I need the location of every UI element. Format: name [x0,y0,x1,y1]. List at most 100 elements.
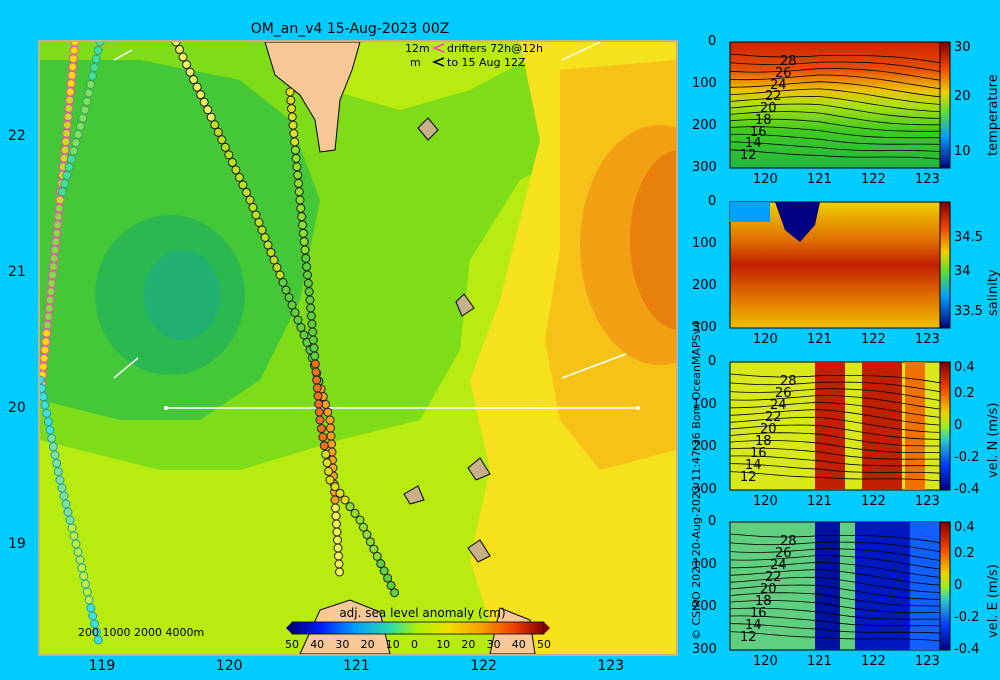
isotherm-contour [729,631,941,642]
drifter-point [390,588,400,598]
isotherm-contour [729,599,941,613]
map-x-tick: 119 [88,658,116,674]
panel-x-tick: 120 [753,494,778,509]
drifter-point [355,515,365,525]
colorbar-tick: 30 [335,638,350,651]
isotherm-contour [729,88,941,105]
drifter-legend-text-1: drifters 72h@12h [447,42,544,55]
drifter-point [78,113,88,123]
isotherm-contour [729,95,941,112]
contour-label: 20 [760,101,777,117]
drifter-point [42,408,52,418]
drifter-point [178,52,188,62]
drifter-point [171,42,181,47]
colorbar-tick: 50 [537,638,551,651]
drifter-point [43,417,53,427]
drifter-point [340,495,350,505]
isotherm-contour [729,133,941,145]
panel-x-tick: 122 [861,654,886,669]
drifter-point [203,105,213,115]
contour-label: 18 [755,434,772,449]
current-arrow [113,49,133,61]
drifter-point [40,400,50,410]
drifter-point [362,530,372,540]
panel-x-tick: 123 [915,494,940,509]
westward-jet-1 [815,522,840,650]
isotherm-contour [729,394,941,410]
map-x-tick: 121 [343,658,370,674]
drifter-point [231,165,241,175]
isotherm-contour [729,53,941,64]
drifter-point [40,383,47,393]
panel-cbar-tick: -0.2 [954,610,980,625]
drifter-point [251,210,261,220]
drifter-point [358,522,368,532]
contour-label: 26 [775,546,792,561]
contour-label: 20 [760,582,777,597]
map-y-tick: 21 [8,264,26,281]
colorbar-tick: 20 [461,638,476,651]
westward-jet-3 [910,522,940,650]
isotherm-contour [729,554,941,570]
isotherm-contour [729,416,941,433]
panel-cbar-tick: -0.4 [954,482,980,497]
drifter-point [372,551,382,561]
drifter-point [316,424,326,434]
velocity-east-panel [729,521,951,651]
isotherm-contour [729,409,941,426]
drifter-point [220,142,230,152]
drifter-point [257,225,267,235]
panel-x-tick: 123 [915,654,940,669]
map-y-tick: 22 [8,128,26,145]
contour-label: 14 [745,458,762,473]
panel-y-tick: 100 [692,556,717,572]
current-arrow [561,42,601,61]
isotherm-contour [729,381,941,393]
drifter-point [284,293,294,302]
map-x-tick: 122 [470,658,497,674]
isotherm-contour [729,569,941,586]
panel-x-tick: 120 [753,172,778,187]
colorbar-tick: 40 [310,638,325,651]
drifter-point [287,300,297,310]
panel-cbar-tick: 0.4 [954,360,975,375]
panel-cbar-tick: 0 [954,418,963,433]
drifter-point [93,635,103,645]
panel-y-tick: 200 [692,599,717,615]
colorbar-tick: 20 [360,638,375,651]
isotherm-contour [729,533,941,544]
panel-x-tick: 122 [861,494,886,509]
drifter-point [272,263,282,272]
bathymetry-scale: 200 1000 2000 4000m [78,626,205,639]
contour-label: 14 [745,618,762,633]
panel-y-tick: 300 [692,482,717,497]
drifter-point [53,467,63,477]
panel-x-tick: 121 [807,654,832,669]
drifter-point [48,442,58,452]
map-title: OM_an_v4 15-Aug-2023 00Z [250,21,450,37]
panel-colorbar-label: vel. E (m/s) [986,564,1000,638]
drifter-point [66,154,76,164]
drifter-point [86,80,96,89]
colorbar-min-extend [286,622,292,634]
drifter-point [73,130,83,140]
contour-label: 22 [765,410,782,425]
isotherm-contour [729,623,941,634]
drifter-point [234,172,244,182]
drifter-point [281,285,291,295]
drifter-point [62,170,72,180]
panel-cbar-tick: 34.5 [954,230,983,245]
colorbar-tick: 40 [511,638,526,651]
panel-y-tick: 300 [692,320,717,335]
isotherm-contour [729,447,940,460]
drifter-point [275,270,285,280]
contour-label: 28 [780,374,797,389]
low-salinity-patch [730,202,770,222]
northward-jet-3 [905,362,925,490]
colorbar-tick: 30 [486,638,501,651]
drifter-point [192,82,202,92]
drifter-point [75,121,85,131]
drifter-point [210,120,220,130]
panel-cbar-tick: -0.2 [954,450,980,465]
drifter-point [241,187,251,197]
